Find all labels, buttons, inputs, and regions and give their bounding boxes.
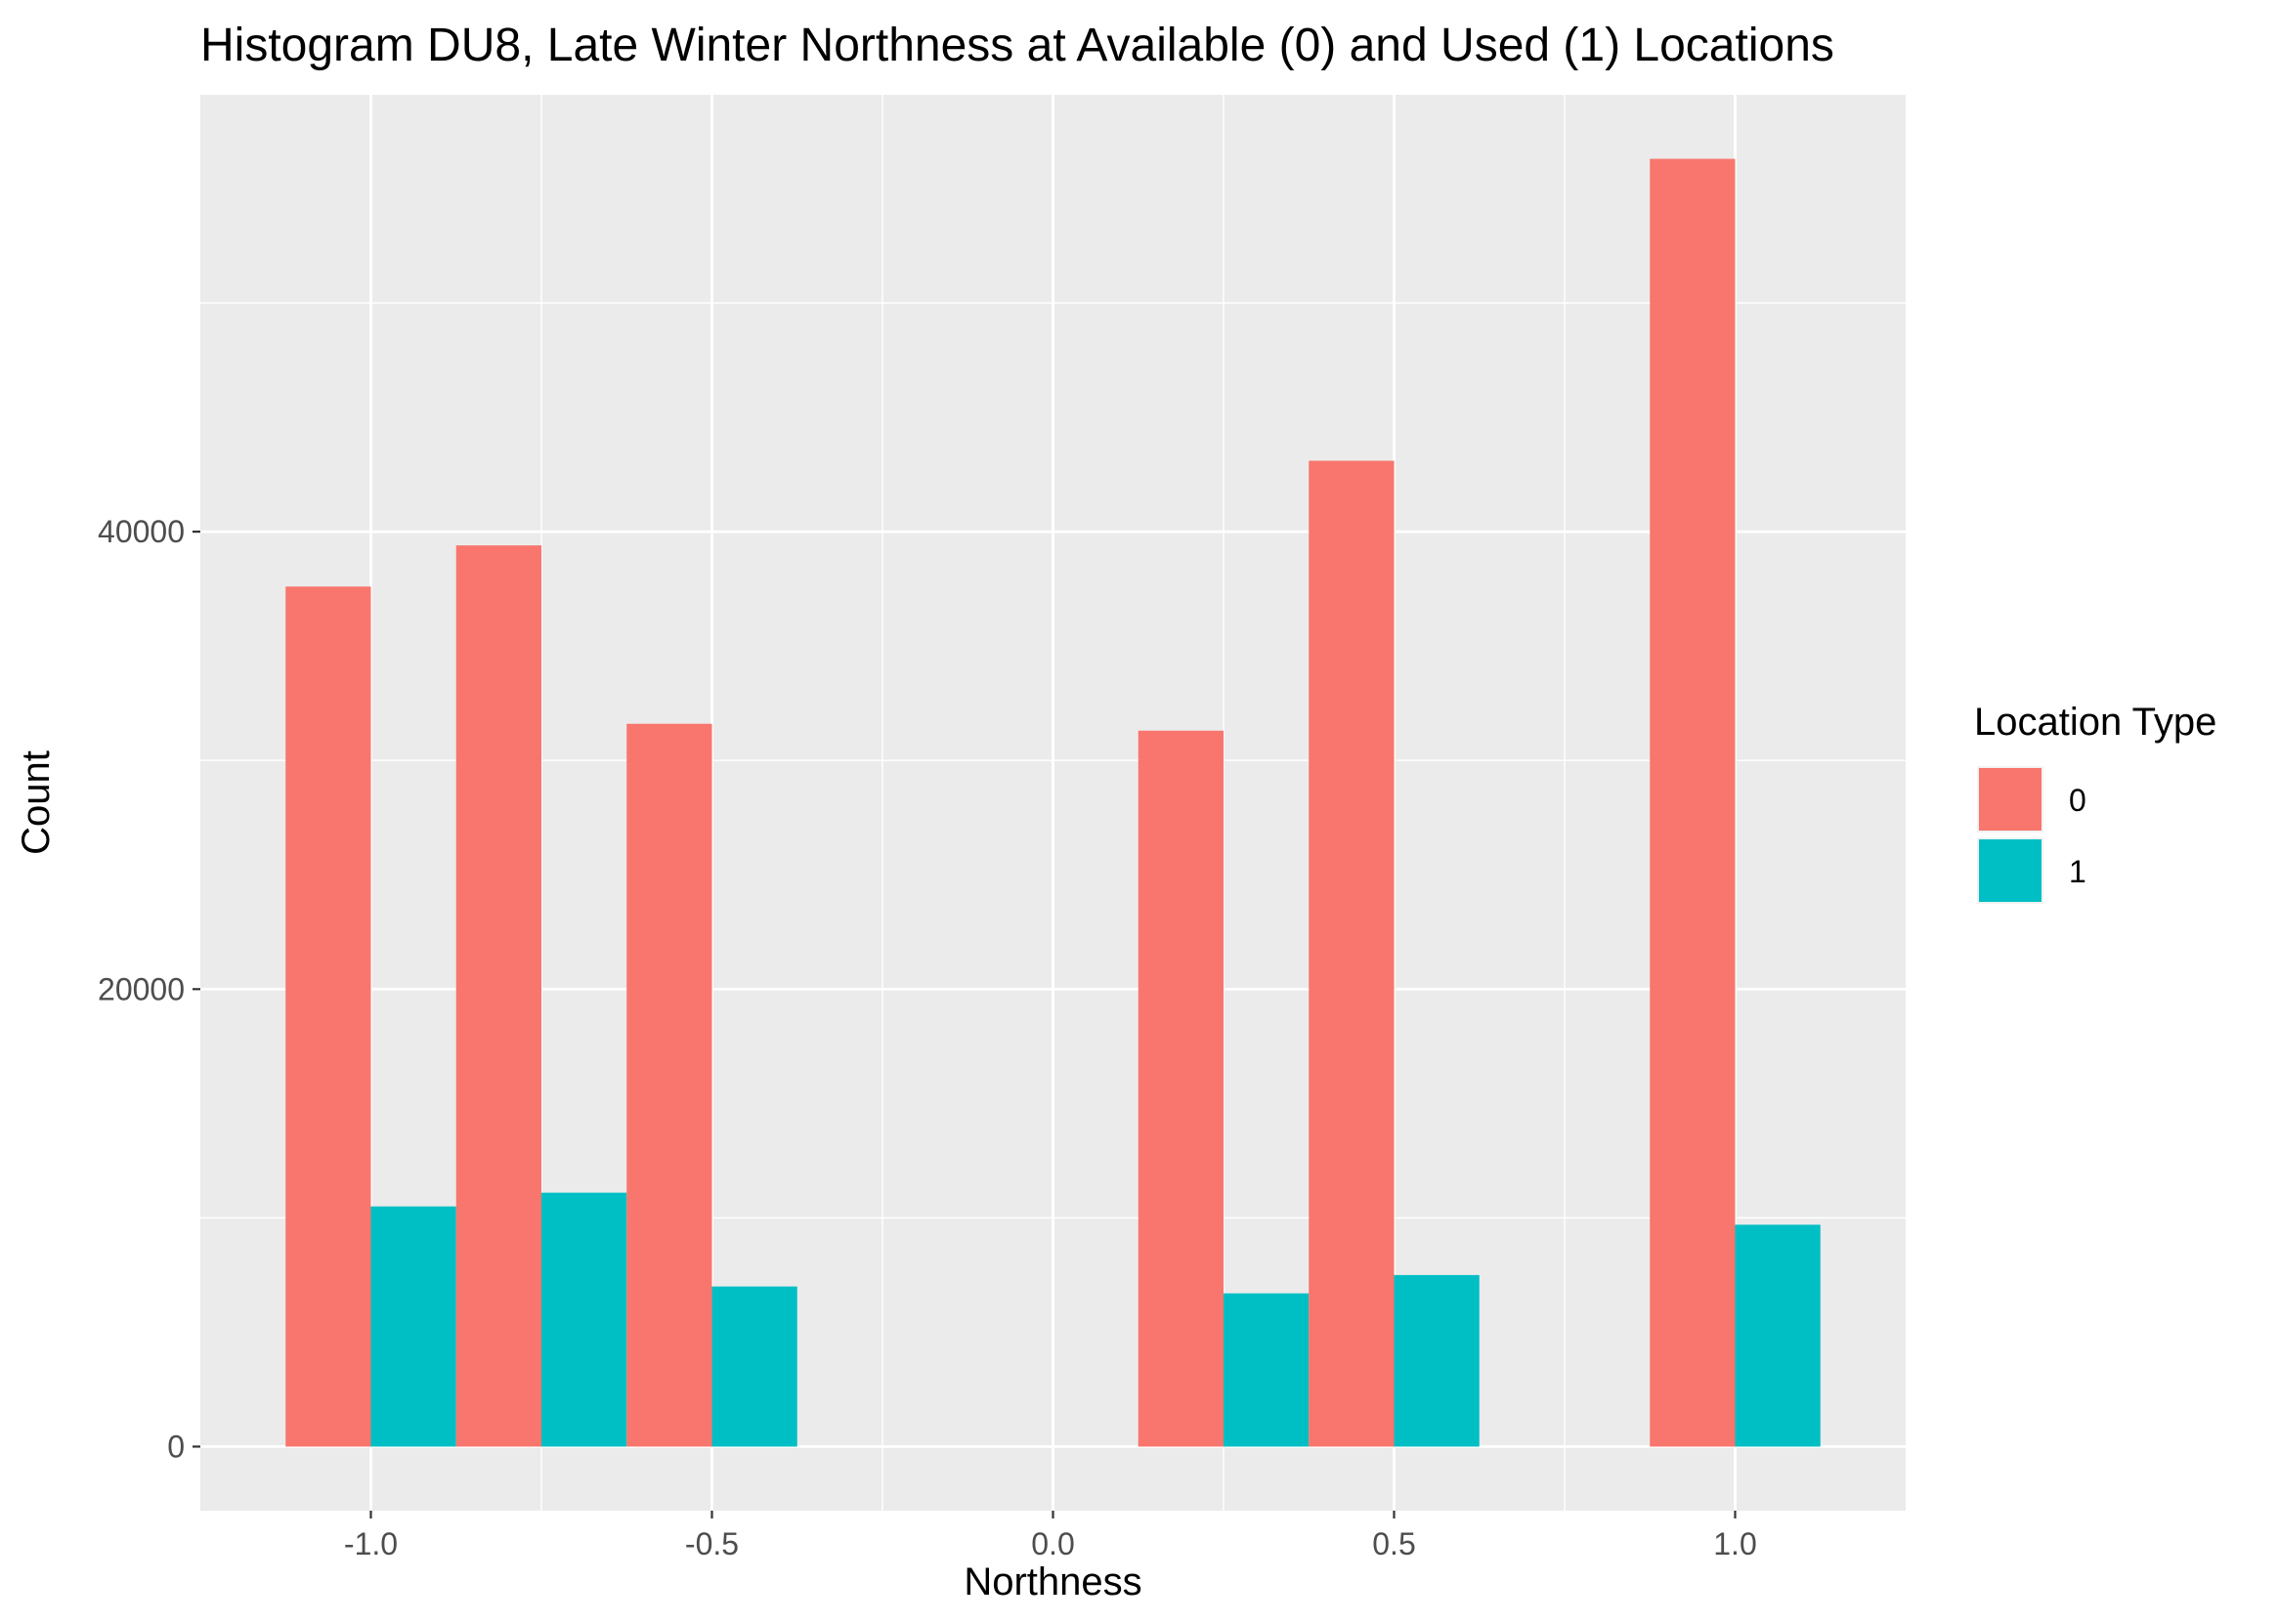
y-axis-tick-labels: 0 20000 40000 bbox=[98, 514, 185, 1464]
x-tick-label: 0.0 bbox=[1031, 1526, 1074, 1561]
x-axis-title: Northness bbox=[964, 1560, 1141, 1603]
x-tick-label: 0.5 bbox=[1372, 1526, 1415, 1561]
bar-series-1 bbox=[711, 1286, 797, 1447]
chart-title: Histogram DU8, Late Winter Northness at … bbox=[200, 20, 1834, 71]
legend-key-1 bbox=[1979, 839, 2042, 902]
bars bbox=[285, 158, 1821, 1447]
bar-series-0 bbox=[1309, 460, 1395, 1447]
bar-series-1 bbox=[1394, 1274, 1480, 1447]
bar-series-1 bbox=[1735, 1224, 1821, 1447]
y-axis-title: Count bbox=[15, 750, 58, 855]
bar-series-0 bbox=[626, 723, 712, 1447]
x-tick-label: 1.0 bbox=[1713, 1526, 1756, 1561]
legend-label-1: 1 bbox=[2069, 854, 2086, 889]
bar-series-0 bbox=[285, 586, 371, 1447]
legend-title: Location Type bbox=[1974, 701, 2216, 744]
x-tick-label: -1.0 bbox=[344, 1526, 398, 1561]
y-tick-label: 20000 bbox=[98, 971, 185, 1006]
axis-ticks bbox=[193, 531, 1737, 1518]
bar-series-1 bbox=[370, 1206, 456, 1447]
bar-series-1 bbox=[1224, 1293, 1310, 1447]
legend-entries: 01 bbox=[1977, 766, 2086, 904]
y-tick-label: 40000 bbox=[98, 514, 185, 549]
x-tick-label: -0.5 bbox=[685, 1526, 739, 1561]
y-tick-label: 0 bbox=[167, 1429, 185, 1464]
x-axis-tick-labels: -1.0 -0.5 0.0 0.5 1.0 bbox=[344, 1526, 1757, 1561]
legend-label-0: 0 bbox=[2069, 783, 2086, 818]
legend-key-0 bbox=[1979, 768, 2042, 831]
bar-series-0 bbox=[1138, 730, 1224, 1447]
bar-series-0 bbox=[1650, 158, 1736, 1447]
legend: Location Type 01 bbox=[1974, 701, 2216, 904]
bar-series-1 bbox=[541, 1192, 627, 1447]
bar-series-0 bbox=[455, 545, 541, 1447]
